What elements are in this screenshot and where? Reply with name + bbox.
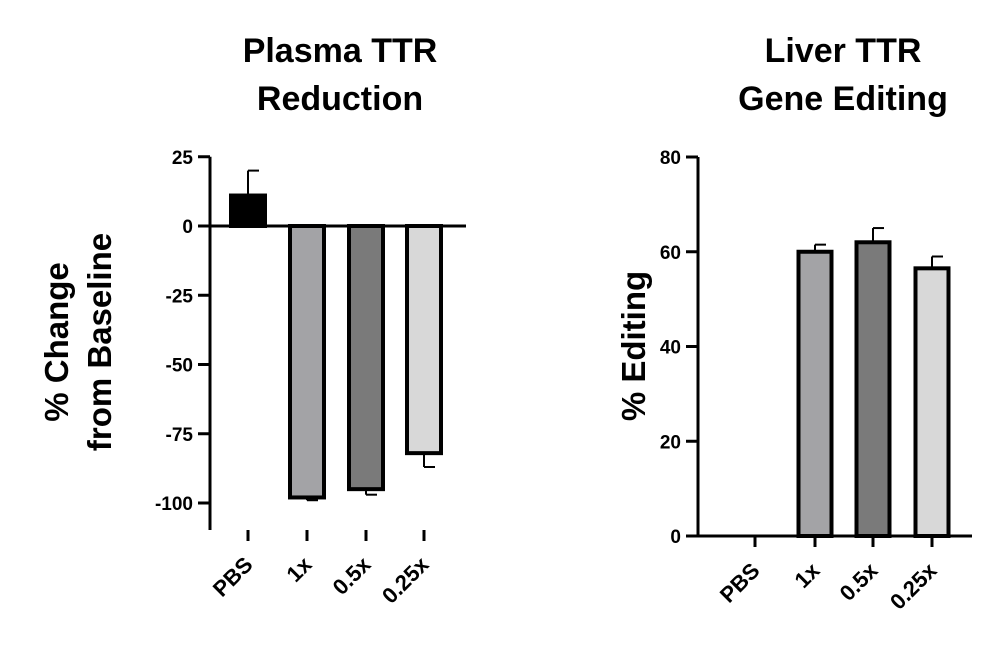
chart-1: Plasma TTR Reduction % Change from Baseline…	[38, 32, 466, 608]
y-tick-label: 60	[660, 243, 681, 264]
bar-0.25x	[405, 224, 443, 456]
bar-0.5x	[854, 240, 892, 538]
chart-title-line: Reduction	[257, 80, 423, 118]
chart-title-line: Liver TTR	[765, 32, 922, 70]
x-tick-label: 0.5x	[328, 551, 376, 599]
y-tick-label: -25	[166, 286, 194, 307]
x-tick-label: PBS	[715, 558, 765, 608]
bar-1x	[796, 249, 834, 538]
y-tick-label: -100	[155, 494, 193, 515]
y-tick-label: 0	[182, 217, 193, 238]
bar-PBS	[229, 193, 267, 228]
bar-1x	[288, 224, 326, 500]
y-tick-label: 40	[660, 338, 681, 359]
x-tick-label: 0.5x	[835, 557, 883, 605]
x-tick-label: 0.25x	[885, 557, 942, 614]
y-tick-label: 25	[172, 148, 194, 169]
chart-title-line: Gene Editing	[738, 80, 948, 118]
y-tick-label: 20	[660, 432, 681, 453]
chart-title-line: Plasma TTR	[243, 32, 438, 70]
y-axis-label: % Change	[38, 262, 75, 422]
x-tick-label: PBS	[208, 552, 258, 602]
bar-0.5x	[347, 224, 385, 492]
x-tick-label: 1x	[790, 557, 826, 593]
x-tick-label: 0.25x	[377, 551, 434, 608]
chart-2: Liver TTR Gene Editing % Editing 80 60 40 20 0 P…	[615, 32, 972, 614]
y-axis-label: % Editing	[615, 271, 652, 421]
y-tick-label: -75	[166, 425, 194, 446]
bar-0.25x	[913, 266, 951, 538]
y-tick-label: 0	[670, 527, 681, 548]
y-tick-label: 80	[660, 148, 681, 169]
y-axis-label: from Baseline	[81, 233, 118, 451]
y-tick-label: -50	[166, 356, 193, 377]
x-tick-label: 1x	[282, 551, 318, 587]
